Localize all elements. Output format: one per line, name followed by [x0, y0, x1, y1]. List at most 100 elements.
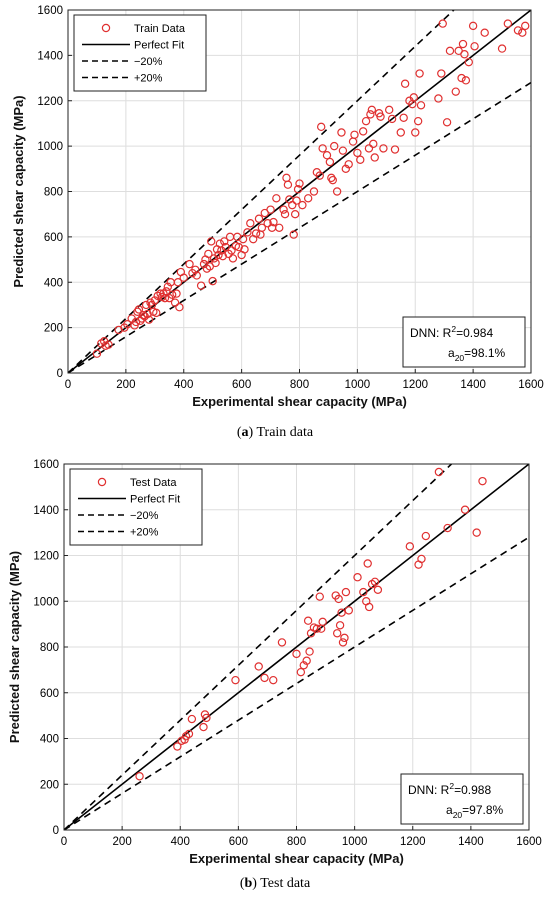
data-point: [363, 559, 372, 568]
data-point: [451, 87, 460, 96]
x-tick-label: 800: [290, 379, 309, 391]
y-tick-label: 400: [44, 277, 63, 289]
data-point: [305, 647, 314, 656]
data-point: [279, 205, 288, 214]
data-point: [309, 187, 319, 196]
data-point: [254, 662, 263, 671]
train-data-panel: 0 200 400 600 800 1000 1200 1400 1600 0 200 400 600 8…: [0, 0, 550, 450]
data-point: [387, 114, 397, 124]
data-point: [260, 673, 269, 683]
data-point: [204, 249, 213, 259]
data-point: [405, 542, 415, 551]
data-point: [461, 76, 471, 85]
data-point: [337, 608, 346, 617]
data-point: [521, 21, 530, 31]
data-point: [196, 281, 206, 290]
data-point: [341, 164, 350, 174]
data-point: [167, 290, 177, 299]
data-point: [350, 130, 359, 139]
data-point: [187, 714, 197, 724]
data-point: [292, 196, 301, 205]
legend-label: +20%: [134, 73, 163, 85]
data-point: [146, 298, 155, 307]
data-point: [464, 57, 473, 67]
x-tick-label: 1000: [342, 836, 368, 848]
a20-annotation: a20=97.8%: [446, 803, 504, 820]
data-point: [338, 638, 348, 647]
data-point: [413, 116, 423, 126]
x-tick-label: 800: [287, 836, 306, 848]
data-point: [332, 187, 342, 196]
data-point: [173, 278, 183, 287]
data-point: [218, 251, 228, 261]
legend-box: [69, 468, 203, 546]
data-point: [379, 144, 388, 153]
data-point: [135, 772, 144, 781]
x-tick-label: 200: [116, 379, 135, 391]
data-point: [353, 148, 362, 158]
x-tick-label: 1400: [458, 836, 484, 848]
data-point: [409, 93, 419, 102]
data-point: [191, 265, 200, 274]
data-point: [266, 205, 275, 214]
data-point: [208, 276, 217, 286]
data-point: [143, 309, 152, 319]
data-point: [303, 194, 313, 203]
data-point: [399, 113, 408, 122]
data-point: [318, 144, 327, 153]
y-tick-label: 1400: [33, 505, 59, 517]
data-point: [330, 141, 339, 151]
data-point: [214, 250, 223, 260]
data-point: [295, 179, 304, 188]
legend-marker-data: [101, 23, 111, 33]
legend-label: +20%: [130, 527, 159, 539]
data-point: [192, 271, 201, 280]
data-point: [303, 616, 313, 625]
legend-label: Perfect Fit: [130, 494, 180, 506]
data-point: [415, 69, 424, 78]
data-point: [280, 209, 290, 219]
data-point: [470, 42, 479, 51]
x-tick-label: 1600: [516, 836, 542, 848]
x-tick-label: 1200: [402, 379, 428, 391]
data-point: [234, 242, 243, 252]
data-point: [370, 153, 379, 162]
y-tick-label: 1000: [33, 596, 59, 608]
test-data-caption: (b) Test data: [239, 876, 311, 891]
data-point: [170, 298, 180, 307]
data-point: [269, 217, 278, 227]
data-point: [359, 587, 368, 597]
data-point: [337, 128, 346, 137]
legend-marker-data: [97, 477, 107, 487]
data-point: [356, 155, 365, 164]
data-point: [289, 230, 298, 239]
data-point: [318, 617, 327, 627]
data-point: [396, 128, 405, 137]
x-axis-label: Experimental shear capacity (MPa): [189, 851, 404, 866]
x-tick-label: 600: [232, 379, 251, 391]
data-point: [434, 467, 444, 477]
data-point: [257, 223, 267, 232]
data-point: [152, 308, 161, 318]
data-point: [254, 214, 264, 223]
y-tick-label: 200: [44, 323, 63, 335]
data-point: [175, 303, 184, 312]
data-point: [421, 531, 431, 541]
r2-annotation: DNN: R2=0.984: [410, 324, 493, 340]
data-point: [518, 28, 527, 37]
data-point: [334, 594, 343, 604]
data-point: [416, 101, 426, 110]
data-point: [173, 742, 182, 751]
data-point: [322, 150, 332, 160]
legend-box: [73, 14, 207, 92]
data-point: [199, 259, 209, 269]
data-point: [263, 219, 272, 228]
data-point: [478, 476, 487, 486]
data-point: [298, 200, 307, 210]
data-point: [202, 713, 211, 723]
data-point: [211, 258, 220, 268]
data-point: [238, 234, 248, 244]
data-point: [460, 50, 469, 59]
data-point: [163, 282, 173, 291]
data-point: [373, 585, 383, 595]
